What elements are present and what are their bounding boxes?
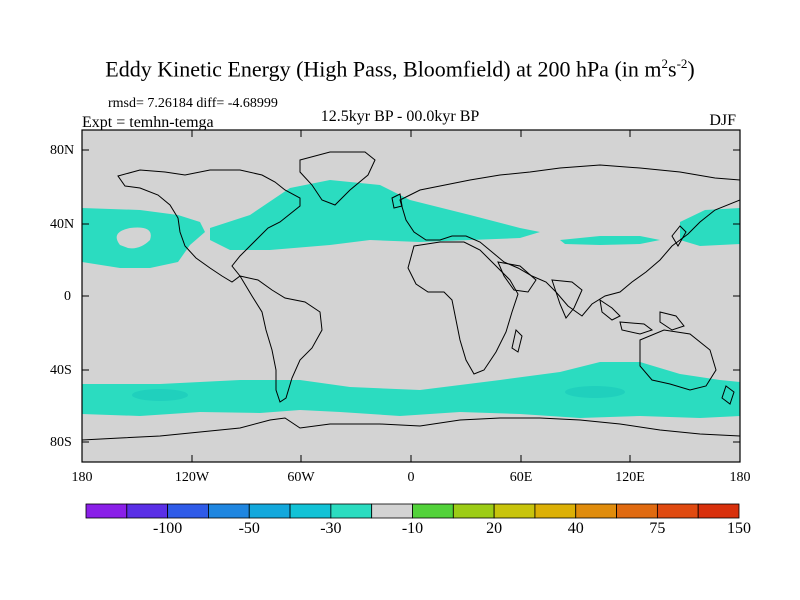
north-atlantic-band: [210, 180, 540, 250]
colorbar-label-0: -100: [152, 520, 183, 537]
y-tick-label-40n: 40N: [50, 217, 75, 232]
colorbar-label-1: -50: [238, 520, 260, 537]
colorbar-swatch-11: [534, 503, 577, 519]
subtitle: 12.5kyr BP - 00.0kyr BP: [320, 108, 480, 125]
x-tick-label-180w: 180: [71, 470, 93, 485]
southern-ocean-core-2: [565, 386, 625, 398]
plot-title: Eddy Kinetic Energy (High Pass, Bloomfie…: [105, 56, 695, 82]
colorbar-swatch-2: [167, 503, 209, 519]
colorbar-swatch-10: [493, 503, 536, 519]
y-tick-label-80s: 80S: [50, 435, 72, 450]
pacific-swirl: [116, 227, 151, 249]
colorbar-label-5: 40: [567, 520, 584, 537]
colorbar-swatch-8: [412, 503, 454, 519]
colorbar-swatch-0: [85, 503, 128, 519]
colorbar-label-2: -30: [320, 520, 342, 537]
eurasia-band-east: [560, 236, 660, 245]
colorbar-swatch-5: [289, 503, 332, 519]
colorbar-swatch-6: [330, 503, 373, 519]
colorbar-swatch-12: [575, 503, 617, 519]
stats-text: rmsd= 7.26184 diff= -4.68999: [108, 96, 278, 111]
y-tick-label-80n: 80N: [50, 143, 75, 158]
x-tick-label-120w: 120W: [174, 470, 210, 485]
colorbar-swatch-1: [126, 503, 169, 519]
x-tick-label-60e: 60E: [509, 470, 533, 485]
colorbar-label-7: 150: [727, 520, 751, 537]
colorbar-swatch-9: [452, 503, 495, 519]
colorbar-label-6: 75: [649, 520, 666, 537]
coastlines: [82, 151, 740, 441]
y-tick-label-40s: 40S: [50, 363, 72, 378]
colorbar-swatch-7: [371, 503, 413, 519]
colorbar-swatch-4: [248, 503, 291, 519]
x-tick-label-60w: 60W: [287, 470, 315, 485]
axis-ticks: [81, 130, 741, 462]
y-tick-label-eq: 0: [64, 289, 71, 304]
x-tick-label-180e: 180: [729, 470, 751, 485]
colorbar-label-3: -10: [401, 520, 424, 537]
southern-ocean-core-1: [132, 389, 188, 401]
x-tick-label-0: 0: [407, 470, 415, 485]
colorbar-swatch-13: [616, 503, 658, 519]
colorbar: [85, 503, 740, 519]
colorbar-swatch-3: [208, 503, 250, 519]
x-tick-label-120e: 120E: [615, 470, 645, 485]
season-label: DJF: [709, 112, 736, 129]
colorbar-label-4: 20: [486, 520, 503, 537]
southern-ocean-band: [82, 362, 740, 418]
colorbar-swatch-15: [697, 503, 740, 519]
north-pacific-west-band: [680, 208, 740, 246]
anomaly-regions: [82, 180, 740, 418]
colorbar-swatch-14: [656, 503, 699, 519]
experiment-label: Expt = temhn-temga: [82, 114, 214, 131]
